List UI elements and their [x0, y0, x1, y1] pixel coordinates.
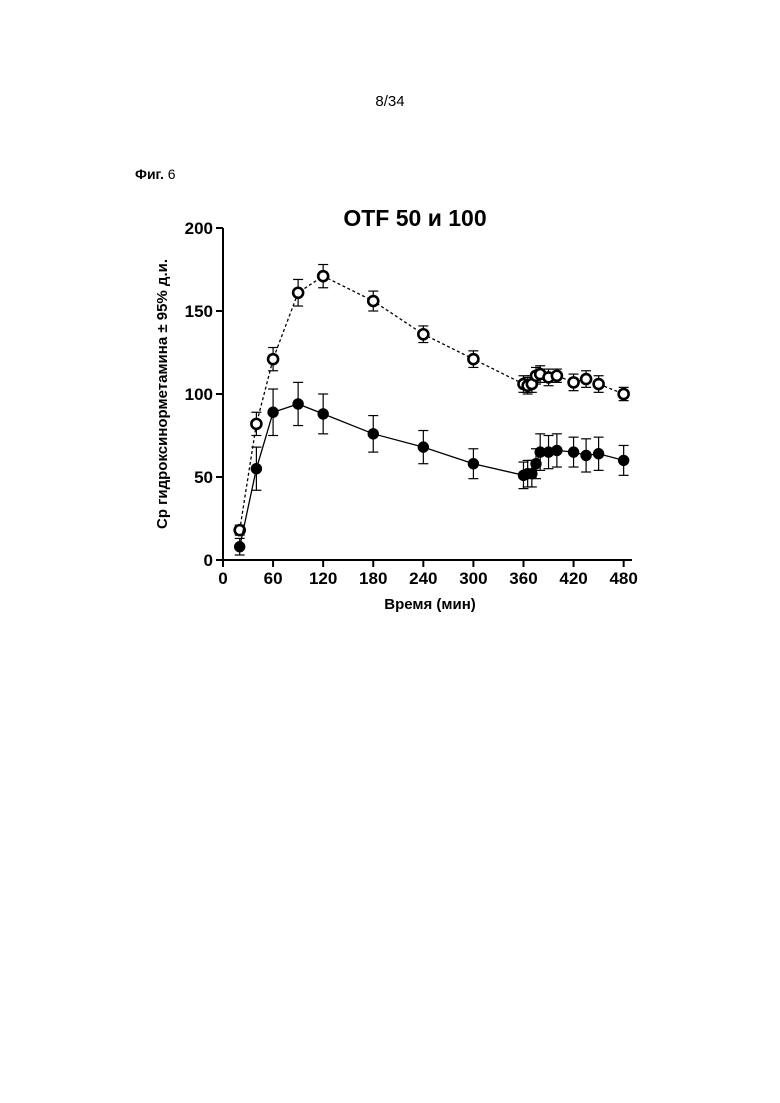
data-point-filled [593, 449, 603, 459]
y-tick-label: 0 [204, 551, 213, 570]
data-point-filled [568, 447, 578, 457]
data-point-open [418, 329, 428, 339]
y-tick-label: 50 [194, 468, 213, 487]
y-tick-label: 150 [185, 302, 213, 321]
x-tick-label: 180 [359, 569, 387, 588]
data-point-open [268, 354, 278, 364]
y-axis-label: Ср гидроксинорметамина ± 95% д.и. [154, 259, 171, 529]
data-point-filled [251, 464, 261, 474]
series-2 [234, 382, 628, 555]
axes: 0 50 100 150 200 0 60 120 180 240 300 360 420 480 [185, 219, 638, 588]
x-tick-label: 300 [459, 569, 487, 588]
data-point-open [293, 288, 303, 298]
data-point-filled [268, 407, 278, 417]
y-tick-label: 200 [185, 219, 213, 238]
data-point-open [251, 419, 261, 429]
plot-area [234, 265, 628, 556]
data-point-open [468, 354, 478, 364]
x-tick-label: 480 [609, 569, 637, 588]
data-point-filled [293, 399, 303, 409]
data-point-filled [234, 542, 244, 552]
data-point-open [619, 389, 629, 399]
data-point-open [581, 374, 591, 384]
data-point-open [594, 379, 604, 389]
data-point-filled [468, 459, 478, 469]
data-point-filled [531, 459, 541, 469]
data-point-open [318, 271, 328, 281]
data-point-filled [581, 450, 591, 460]
data-point-filled [318, 409, 328, 419]
data-point-filled [527, 468, 537, 478]
data-point-open [368, 296, 378, 306]
data-point-open [569, 377, 579, 387]
x-tick-label: 60 [264, 569, 283, 588]
y-tick-label: 100 [185, 385, 213, 404]
data-point-filled [368, 429, 378, 439]
x-tick-label: 240 [409, 569, 437, 588]
x-tick-label: 120 [309, 569, 337, 588]
data-point-filled [618, 455, 628, 465]
data-point-filled [552, 445, 562, 455]
x-tick-label: 420 [559, 569, 587, 588]
series-1 [235, 265, 629, 536]
data-point-filled [418, 442, 428, 452]
x-tick-label: 360 [509, 569, 537, 588]
x-tick-label: 0 [218, 569, 227, 588]
x-axis-label: Время (мин) [384, 596, 476, 613]
data-point-open [552, 371, 562, 381]
chart-title: OTF 50 и 100 [343, 205, 486, 231]
